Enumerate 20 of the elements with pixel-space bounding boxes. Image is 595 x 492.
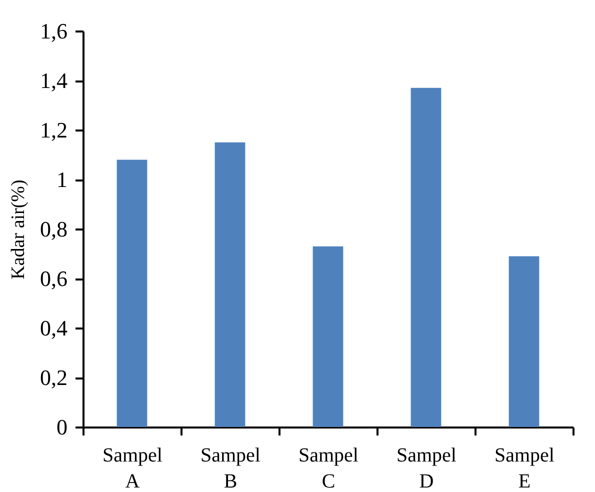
x-tick-label: Sampel B [200,444,261,492]
y-tick-label: 1,2 [40,118,68,142]
x-tick-label: Sampel C [298,444,359,492]
x-tick-label: Sampel A [102,444,163,492]
y-tick-label: 1,4 [40,68,68,93]
y-tick-label: 0,6 [40,266,68,291]
bar [214,142,246,427]
y-axis-title: Kadar air(%) [8,180,29,280]
y-tick-label: 0,8 [40,216,68,242]
x-tick-label: Sampel E [494,444,555,492]
y-tick-label: 1 [56,167,68,192]
y-tick-label: 1,6 [40,18,68,44]
y-tick-label: 0,2 [40,365,68,390]
bar [410,88,442,427]
bar [116,160,148,427]
y-tick-label: 0 [56,414,68,440]
x-tick-label: Sampel D [396,444,457,492]
y-tick-label: 0,4 [40,316,68,340]
bar [508,256,540,427]
bar [312,246,344,427]
